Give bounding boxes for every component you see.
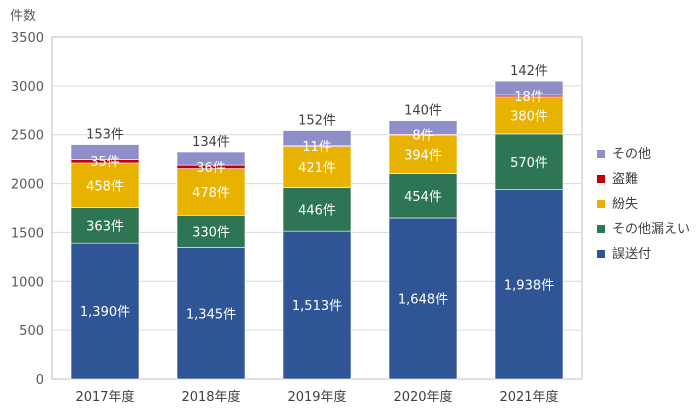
data-label-2-2: 421件 xyxy=(298,161,336,176)
bar-segment-2-2 xyxy=(282,146,352,188)
data-label-3-0: 1,648件 xyxy=(398,292,448,307)
data-label-3-2: 394件 xyxy=(404,148,442,163)
legend-label-3: 盗難 xyxy=(612,171,638,187)
data-label-3-4: 140件 xyxy=(404,104,442,119)
data-label-3-1: 454件 xyxy=(404,190,442,205)
legend-label-0: 誤送付 xyxy=(612,246,651,262)
bar-segment-1-4 xyxy=(176,151,246,166)
data-label-4-0: 1,938件 xyxy=(504,278,554,293)
data-label-2-1: 446件 xyxy=(298,203,336,218)
bar-segment-4-1 xyxy=(494,133,564,190)
y-tick-label-6: 3000 xyxy=(11,80,44,95)
bar-segment-2-4 xyxy=(282,130,352,146)
data-label-0-0: 1,390件 xyxy=(80,305,130,320)
y-axis-title: 件数 xyxy=(10,9,36,24)
data-label-3-3: 8件 xyxy=(412,129,433,144)
data-labels: 1,390件 363件 458件 35件 153件 1,345件 330件 478件 36件 13… xyxy=(80,64,554,322)
bar-segment-2-0 xyxy=(282,230,352,380)
data-label-2-3: 11件 xyxy=(302,140,332,155)
legend-label-2: 紛失 xyxy=(612,197,638,212)
bar-segment-1-2 xyxy=(176,168,246,216)
bar-segment-3-0 xyxy=(388,217,458,380)
bar-segment-4-4 xyxy=(494,80,564,96)
bar-segment-1-1 xyxy=(176,215,246,248)
data-label-0-1: 363件 xyxy=(86,219,124,234)
y-tick-label-4: 2000 xyxy=(11,178,44,193)
data-label-1-3: 36件 xyxy=(196,161,226,176)
data-label-0-2: 458件 xyxy=(86,179,124,194)
data-label-2-4: 152件 xyxy=(298,114,336,129)
x-tick-label-2: 2019年度 xyxy=(287,389,346,405)
x-tick-label-3: 2020年度 xyxy=(393,389,452,405)
bar-segment-2-1 xyxy=(282,187,352,232)
y-tick-label-3: 1500 xyxy=(11,226,44,241)
y-tick-label-1: 500 xyxy=(19,324,44,339)
bars xyxy=(70,80,564,380)
y-tick-label-7: 3500 xyxy=(11,31,44,46)
y-tick-label-5: 2500 xyxy=(11,129,44,144)
data-label-4-1: 570件 xyxy=(510,156,548,171)
data-label-4-3: 18件 xyxy=(514,90,544,105)
y-tick-label-2: 1000 xyxy=(11,275,44,290)
legend-swatch-2 xyxy=(597,200,605,208)
data-label-1-4: 134件 xyxy=(192,135,230,150)
bar-segment-4-0 xyxy=(494,189,564,380)
legend-swatch-0 xyxy=(597,250,605,258)
bar-segment-0-0 xyxy=(70,242,140,380)
bar-segment-0-1 xyxy=(70,207,140,244)
data-label-1-1: 330件 xyxy=(192,225,230,240)
legend-label-1: その他漏えい xyxy=(612,221,690,237)
bar-segment-3-1 xyxy=(388,173,458,219)
bar-segment-3-4 xyxy=(388,120,458,135)
x-tick-label-4: 2021年度 xyxy=(499,389,558,405)
data-label-4-4: 142件 xyxy=(510,64,548,79)
bar-segment-3-2 xyxy=(388,134,458,174)
legend-swatch-3 xyxy=(597,175,605,183)
y-tick-label-0: 0 xyxy=(36,373,44,388)
bar-segment-0-4 xyxy=(70,144,140,160)
axes: 0 500 1000 1500 2000 2500 3000 3500 2017年度 2018年度… xyxy=(11,31,559,405)
legend-swatch-4 xyxy=(597,150,605,158)
data-label-0-4: 153件 xyxy=(86,128,124,143)
x-tick-label-0: 2017年度 xyxy=(75,389,134,405)
legend-label-4: その他 xyxy=(612,147,651,162)
data-label-1-2: 478件 xyxy=(192,186,230,201)
data-label-2-0: 1,513件 xyxy=(292,299,342,314)
bar-segment-1-0 xyxy=(176,247,246,380)
data-label-4-2: 380件 xyxy=(510,109,548,124)
x-tick-label-1: 2018年度 xyxy=(181,389,240,405)
data-label-1-0: 1,345件 xyxy=(186,307,236,322)
data-label-0-3: 35件 xyxy=(90,155,120,170)
legend-swatch-1 xyxy=(597,225,605,233)
